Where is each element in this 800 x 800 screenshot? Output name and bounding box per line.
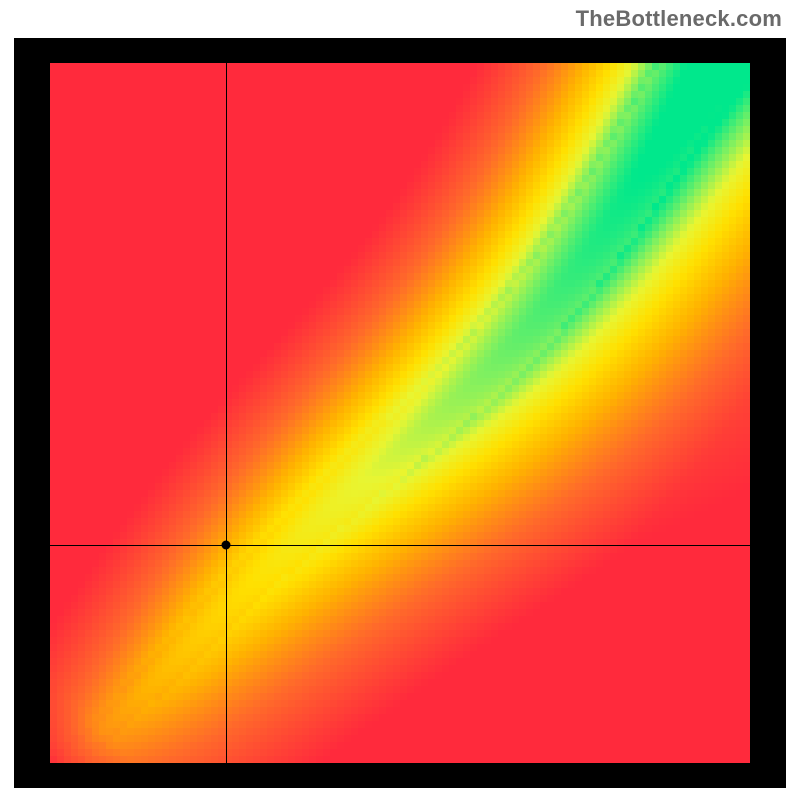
crosshair-vertical <box>226 63 227 763</box>
crosshair-horizontal <box>50 545 750 546</box>
data-point-marker <box>222 540 231 549</box>
watermark-text: TheBottleneck.com <box>576 6 782 32</box>
heatmap-canvas <box>50 63 750 763</box>
plot-area <box>14 38 786 788</box>
